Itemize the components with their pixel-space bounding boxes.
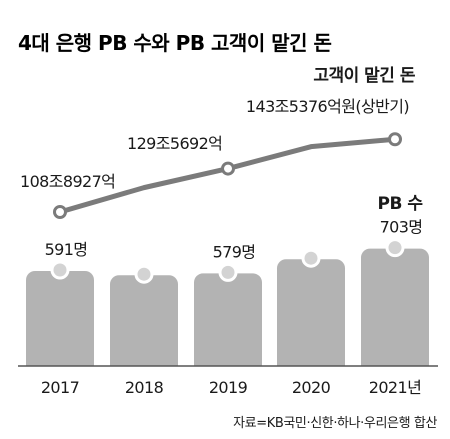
line-label-2017: 108조8927억 xyxy=(20,172,115,191)
line-series-title: 고객이 맡긴 돈 xyxy=(313,66,416,86)
x-tick-2018: 2018 xyxy=(125,378,164,397)
bar-label-2021년: 703명 xyxy=(380,218,423,237)
bar-2017 xyxy=(26,271,94,366)
bar-marker-2020 xyxy=(301,248,321,268)
bar-marker-2019 xyxy=(218,262,238,282)
data-labels: 591명 579명 703명 108조8927억 129조5692억 143조5376억원… xyxy=(20,97,423,261)
bar-base-2020 xyxy=(277,356,345,366)
line-point-2021년 xyxy=(388,132,402,147)
line-label-2019: 129조5692억 xyxy=(127,134,222,153)
bar-marker-2021년 xyxy=(385,238,405,258)
x-tick-labels: 2017 2018 2019 2020 2021년 xyxy=(41,378,422,397)
x-tick-2017: 2017 xyxy=(41,378,79,397)
line-series xyxy=(53,132,402,219)
bar-series-title: PB 수 xyxy=(378,194,424,214)
bar-label-2019: 579명 xyxy=(213,242,256,261)
bar-series xyxy=(26,238,429,366)
bar-marker-2018 xyxy=(134,264,154,284)
bar-2019 xyxy=(194,273,262,366)
bar-2021년 xyxy=(361,248,429,366)
bar-2020 xyxy=(277,259,345,366)
chart-title: 4대 은행 PB 수와 PB 고객이 맡긴 돈 xyxy=(18,31,331,55)
source-note: 자료=KB국민·신한·하나·우리은행 합산 xyxy=(233,415,437,431)
x-tick-2021년: 2021년 xyxy=(369,378,421,397)
bar-label-2017: 591명 xyxy=(45,240,88,259)
line-label-2021년: 143조5376억원(상반기) xyxy=(246,97,409,116)
x-tick-2020: 2020 xyxy=(292,378,331,397)
line-point-2017 xyxy=(53,205,67,219)
bar-marker-2017 xyxy=(50,260,70,280)
bar-base-2018 xyxy=(110,356,178,366)
bar-base-2017 xyxy=(26,356,94,366)
x-tick-2019: 2019 xyxy=(209,378,248,397)
bar-2018 xyxy=(110,275,178,366)
bar-base-2019 xyxy=(194,356,262,366)
line-point-2019 xyxy=(221,161,235,176)
bar-base-2021년 xyxy=(361,356,429,366)
